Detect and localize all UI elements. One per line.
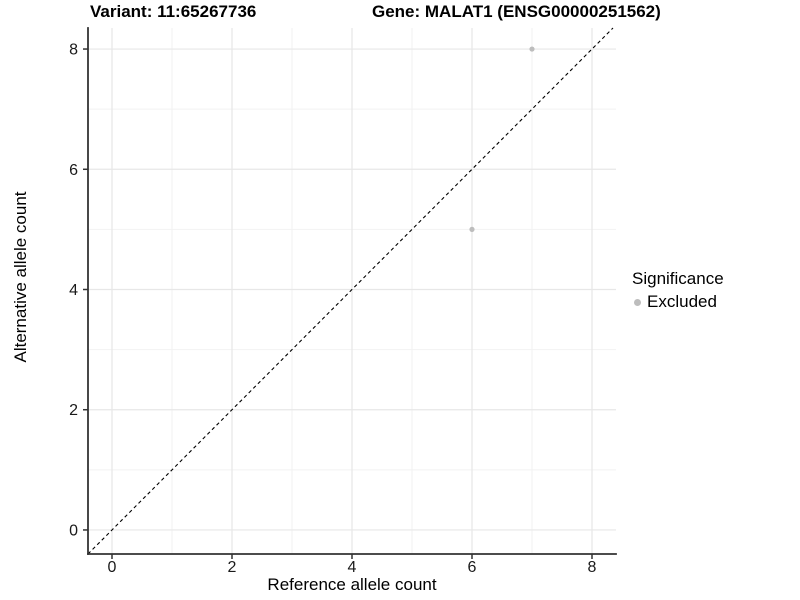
x-tick-label: 0 <box>108 559 117 576</box>
data-point <box>469 226 475 232</box>
legend-item-excluded: Excluded <box>632 292 724 312</box>
y-tick-label: 6 <box>69 162 78 179</box>
legend: Significance Excluded <box>632 269 724 312</box>
y-tick-label: 4 <box>69 282 78 299</box>
legend-key-dot-icon <box>634 298 641 306</box>
legend-title: Significance <box>632 269 724 288</box>
x-tick-label: 4 <box>348 559 357 576</box>
x-axis-title: Reference allele count <box>267 575 437 594</box>
y-tick-label: 2 <box>69 402 78 419</box>
data-point <box>529 46 535 52</box>
x-tick-label: 6 <box>468 559 477 576</box>
y-tick-label: 8 <box>69 42 78 59</box>
y-tick-label: 0 <box>69 522 78 539</box>
x-tick-label: 8 <box>588 559 597 576</box>
gene-title: Gene: MALAT1 (ENSG00000251562) <box>372 2 661 21</box>
x-tick-label: 2 <box>228 559 237 576</box>
identity-dashed-line <box>87 27 614 555</box>
variant-title: Variant: 11:65267736 <box>90 2 257 21</box>
legend-item-label: Excluded <box>647 292 717 311</box>
